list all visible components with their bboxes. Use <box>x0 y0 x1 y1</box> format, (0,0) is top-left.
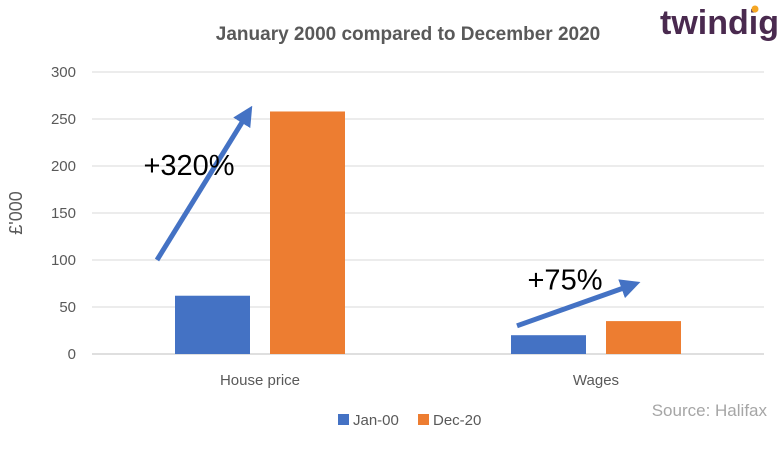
logo-dot-icon <box>751 5 759 13</box>
y-tick-label: 300 <box>51 64 76 81</box>
chart-title: January 2000 compared to December 2020 <box>216 24 600 45</box>
twindig-logo: twindig <box>660 4 779 42</box>
y-tick-label: 250 <box>51 111 76 128</box>
bar-Jan-00 <box>175 295 250 354</box>
bar-Dec-20 <box>606 321 681 354</box>
brand-name: twindig <box>660 4 779 42</box>
x-tick-label: House price <box>220 372 300 389</box>
legend: Jan-00 Dec-20 <box>338 412 481 429</box>
annotations: +320% +75% <box>143 105 641 329</box>
legend-swatch <box>418 414 429 425</box>
y-tick-label: 0 <box>68 346 76 363</box>
y-tick-label: 50 <box>59 299 76 316</box>
annotation-arrow <box>154 105 253 262</box>
bar-Jan-00 <box>511 335 586 354</box>
source-note: Source: Halifax <box>652 401 768 420</box>
y-tick-labels: 0 50 100 150 200 250 300 <box>51 64 76 363</box>
y-tick-label: 150 <box>51 205 76 222</box>
y-axis-label: £'000 <box>6 191 26 234</box>
annotation-label: +75% <box>528 264 603 296</box>
legend-label: Jan-00 <box>353 412 399 429</box>
legend-swatch <box>338 414 349 425</box>
bars <box>175 111 681 354</box>
x-tick-labels: House price Wages <box>220 372 619 389</box>
annotation-arrow <box>516 279 641 329</box>
annotation-label: +320% <box>143 150 234 182</box>
legend-label: Dec-20 <box>433 412 481 429</box>
x-tick-label: Wages <box>573 372 619 389</box>
bar-Dec-20 <box>270 111 345 354</box>
y-tick-label: 200 <box>51 158 76 175</box>
y-tick-label: 100 <box>51 252 76 269</box>
